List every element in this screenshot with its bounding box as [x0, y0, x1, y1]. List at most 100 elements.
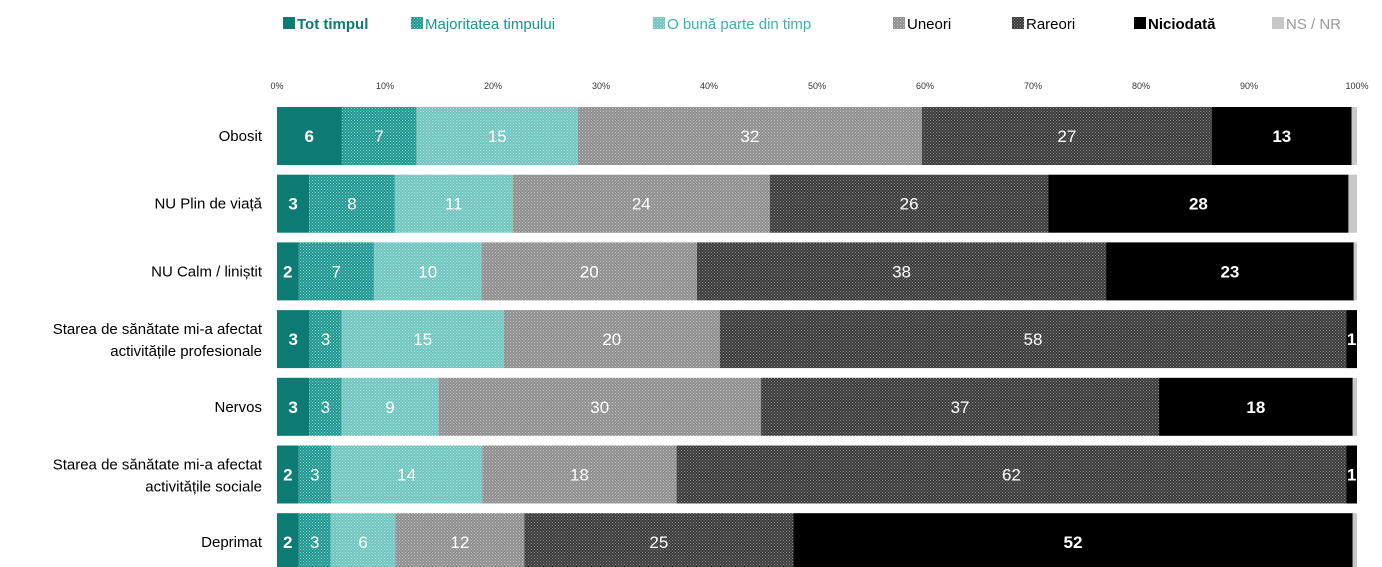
data-label: 20: [602, 330, 621, 349]
data-label: 7: [374, 127, 383, 146]
legend-swatch: [1134, 17, 1146, 29]
data-label: 8: [347, 195, 356, 214]
bar-majoritatea-timpului: [298, 513, 331, 567]
data-label: 1: [1347, 466, 1356, 485]
bar-tot-timpul: [277, 174, 310, 233]
category-label: Obosit: [219, 128, 263, 145]
data-label: 28: [1189, 195, 1208, 214]
bar-tot-timpul: [277, 513, 299, 567]
data-label: 25: [649, 533, 668, 552]
legend-swatch: [283, 17, 295, 29]
value-labels: 6 7 15 32 27 133 8 11 24 26 282 7 10 20 38 233 3 15 20 58 13…: [283, 127, 1356, 552]
legend-label: NS / NR: [1286, 16, 1341, 33]
data-label: 62: [1002, 466, 1021, 485]
x-tick-label: 10%: [376, 81, 394, 91]
bar-niciodata: [1159, 377, 1353, 436]
legend-swatch: [653, 17, 665, 29]
legend-item-ns-nr: NS / NR: [1272, 16, 1341, 33]
bar-majoritatea-timpului: [298, 445, 331, 504]
data-label: 20: [580, 262, 599, 281]
category-label: NU Calm / liniștit: [151, 263, 263, 280]
legend-label: Tot timpul: [297, 16, 368, 33]
data-label: 3: [288, 398, 297, 417]
bar-o-buna-parte-din-timp: [416, 107, 578, 165]
category-label: Starea de sănătate mi-a afectat activităț…: [53, 457, 263, 496]
bar-majoritatea-timpului: [309, 310, 342, 369]
data-label: 1: [1347, 330, 1356, 349]
legend-item-o-buna-parte-din-timp: O bună parte din timp: [653, 16, 811, 33]
bar-uneori: [577, 107, 922, 165]
bar-rareori: [761, 377, 1160, 436]
data-label: 27: [1057, 127, 1076, 146]
bar-ns-nr: [1352, 377, 1357, 436]
data-label: 18: [570, 466, 589, 485]
data-label: 23: [1220, 262, 1239, 281]
bar-majoritatea-timpului: [341, 107, 417, 165]
data-label: 3: [310, 466, 319, 485]
x-tick-label: 80%: [1132, 81, 1150, 91]
bar-ns-nr: [1353, 242, 1357, 301]
legend-label: Uneori: [907, 16, 951, 33]
bar-rareori: [719, 310, 1347, 369]
legend: Tot timpul Majoritatea timpului O bună par…: [283, 16, 1341, 33]
bar-o-buna-parte-din-timp: [394, 174, 513, 233]
data-label: 3: [310, 533, 319, 552]
data-label: 3: [288, 195, 297, 214]
bar-o-buna-parte-din-timp: [330, 513, 396, 567]
data-label: 11: [445, 195, 463, 214]
legend-item-uneori: Uneori: [893, 16, 951, 33]
bar-niciodata: [1211, 107, 1352, 165]
data-label: 2: [283, 466, 292, 485]
category-label: Nervos: [214, 399, 262, 416]
bar-ns-nr: [1348, 174, 1357, 233]
bar-rareori: [676, 445, 1347, 504]
bar-o-buna-parte-din-timp: [331, 445, 483, 504]
bar-tot-timpul: [277, 107, 342, 165]
x-tick-label: 100%: [1345, 81, 1368, 91]
data-label: 2: [283, 533, 292, 552]
bar-niciodata: [793, 513, 1353, 567]
x-tick-label: 70%: [1024, 81, 1042, 91]
bar-o-buna-parte-din-timp: [341, 377, 439, 436]
legend-item-rareori: Rareori: [1012, 16, 1075, 33]
legend-label: O bună parte din timp: [667, 16, 811, 33]
bar-uneori: [482, 445, 677, 504]
bar-majoritatea-timpului: [298, 242, 374, 301]
bar-niciodata: [1106, 242, 1354, 301]
x-tick-label: 0%: [270, 81, 283, 91]
data-label: 38: [892, 262, 911, 281]
data-label: 58: [1024, 330, 1043, 349]
bar-tot-timpul: [277, 445, 299, 504]
bar-niciodata: [1346, 310, 1357, 369]
legend-label: Majoritatea timpului: [425, 16, 555, 33]
bar-tot-timpul: [277, 242, 299, 301]
bar-tot-timpul: [277, 377, 310, 436]
x-tick-label: 40%: [700, 81, 718, 91]
category-label: Deprimat: [201, 534, 263, 551]
legend-item-niciodata: Niciodată: [1134, 16, 1216, 33]
category-labels: Obosit NU Plin de viață NU Calm / liniștit…: [53, 128, 263, 551]
data-label: 2: [283, 262, 292, 281]
bar-uneori: [512, 174, 770, 233]
data-label: 10: [418, 262, 437, 281]
data-label: 6: [305, 127, 314, 146]
data-label: 52: [1064, 533, 1083, 552]
bar-uneori: [395, 513, 525, 567]
bar-uneori: [481, 242, 697, 301]
data-label: 13: [1272, 127, 1291, 146]
data-label: 12: [450, 533, 469, 552]
bar-niciodata: [1048, 174, 1349, 233]
bar-rareori: [696, 242, 1107, 301]
data-label: 26: [900, 195, 919, 214]
bars: [277, 107, 1357, 567]
legend-label: Rareori: [1026, 16, 1075, 33]
bar-rareori: [921, 107, 1212, 165]
category-label: NU Plin de viață: [154, 196, 262, 213]
data-label: 15: [488, 127, 507, 146]
bar-tot-timpul: [277, 310, 310, 369]
bar-ns-nr: [1352, 513, 1357, 567]
x-tick-label: 90%: [1240, 81, 1258, 91]
data-label: 7: [331, 262, 340, 281]
data-label: 9: [385, 398, 394, 417]
